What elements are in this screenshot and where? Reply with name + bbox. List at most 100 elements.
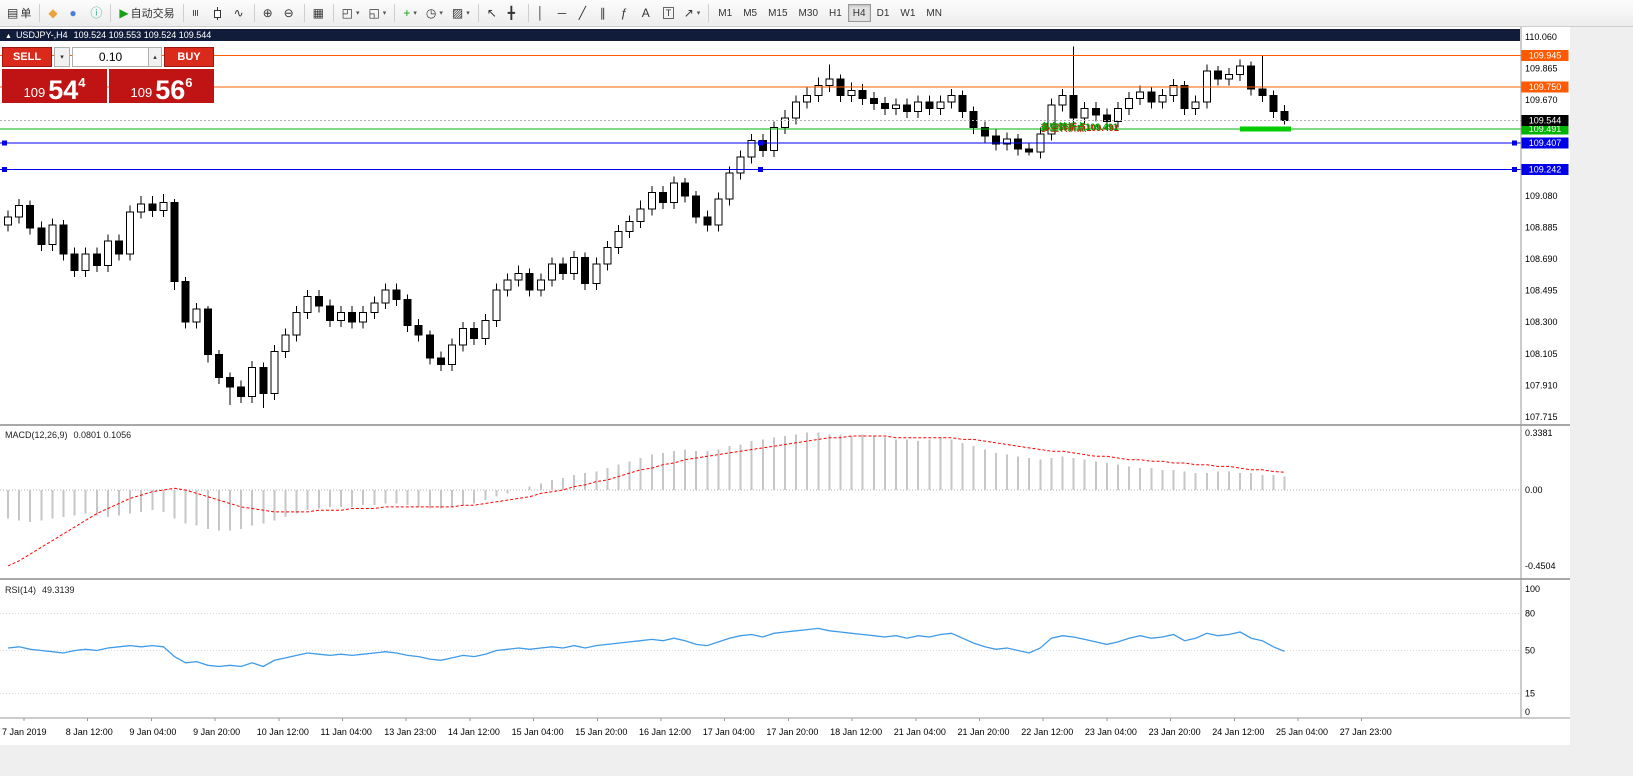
macd-indicator: 0.3381 0.00 -0.4504 (0, 428, 1556, 571)
market-watch-button[interactable]: ● (65, 3, 85, 24)
horizontal-line-button[interactable]: ─ (554, 3, 574, 24)
sell-button[interactable]: SELL (2, 47, 52, 67)
timeframe-h4[interactable]: H4 (847, 4, 871, 22)
auto-trading-icon: ▶ (119, 6, 129, 20)
chart-candles-button[interactable] (209, 3, 229, 24)
metaeditor-button[interactable]: ◆ (44, 3, 64, 24)
chart-title: ▲ USDJPY-,H4 109.524 109.553 109.524 109.5… (5, 30, 211, 40)
line-handle[interactable] (758, 140, 763, 146)
buy-button[interactable]: BUY (164, 47, 214, 67)
trendline-button[interactable]: ╱ (575, 3, 595, 24)
time-axis[interactable]: 7 Jan 2019 8 Jan 12:00 9 Jan 04:00 9 Jan 20… (2, 718, 1392, 737)
price-tag[interactable] (1521, 164, 1569, 176)
price-tag[interactable] (1521, 137, 1569, 149)
line-handle[interactable] (2, 140, 7, 146)
text-label-button[interactable]: T (659, 3, 679, 24)
pivot-annotation[interactable]: 多空转折点109.491 (1040, 121, 1118, 132)
price-axis-label: 107.910 (1525, 380, 1558, 390)
vertical-line-button[interactable]: │ (533, 3, 553, 24)
sell-price-display[interactable]: 109 54 4 (2, 69, 107, 103)
chart-line-button[interactable]: ∿ (230, 3, 250, 24)
volume-stepper-up[interactable]: ▴ (148, 48, 161, 66)
auto-trading-label: 自动交易 (130, 8, 175, 20)
candle (747, 134, 756, 164)
crosshair-button[interactable]: ╋ (504, 3, 524, 24)
pivot-line-segment[interactable] (1240, 126, 1292, 132)
candle (1025, 142, 1034, 156)
auto-trading-button[interactable]: ▶ 自动交易 (115, 3, 178, 24)
price-tag[interactable] (1521, 123, 1569, 135)
time-axis-label: 14 Jan 12:00 (448, 727, 500, 737)
order-type-dropdown[interactable]: ▾ (54, 47, 70, 67)
volume-input[interactable] (73, 48, 148, 66)
chart-bars-button[interactable]: ≡ (188, 3, 208, 24)
chart-title-bar[interactable] (0, 29, 1520, 41)
tile-windows-button[interactable]: ▦ (309, 3, 329, 24)
equidistant-channel-button[interactable]: ∥ (596, 3, 616, 24)
arrows-button[interactable]: ↗ ▾ (680, 3, 705, 24)
indicators-button[interactable]: + ▾ (399, 3, 421, 24)
zoom-out-button[interactable]: ⊖ (280, 3, 300, 24)
price-tag[interactable] (1521, 50, 1569, 62)
time-axis-label: 16 Jan 12:00 (639, 727, 691, 737)
price-tag-label: 109.945 (1529, 51, 1562, 61)
price-tag[interactable] (1521, 81, 1569, 93)
time-axis-label: 11 Jan 04:00 (321, 727, 372, 737)
price-axis[interactable]: 110.060 109.865 109.670 109.080 108.885 108.6… (1521, 32, 1569, 422)
timeframe-m1[interactable]: M1 (713, 4, 737, 22)
candle (547, 257, 556, 287)
buy-price-display[interactable]: 109 56 6 (109, 69, 214, 103)
line-handle[interactable] (758, 167, 763, 173)
candle (281, 328, 290, 358)
chevron-down-icon: ▾ (696, 10, 701, 17)
chart-title-symbol: USDJPY-,H4 (16, 30, 68, 40)
toolbar-separator (182, 4, 184, 22)
periods-button[interactable]: ◷ ▾ (422, 3, 447, 24)
candle (581, 252, 590, 290)
candle (381, 283, 390, 310)
candle (425, 330, 434, 365)
cursor-button[interactable]: ↖ (483, 3, 503, 24)
candle (559, 257, 567, 281)
price-axis-label: 108.300 (1525, 317, 1558, 327)
zoom-in-button[interactable]: ⊕ (259, 3, 279, 24)
time-axis-label: 27 Jan 23:00 (1340, 727, 1392, 737)
timeframe-mn[interactable]: MN (921, 4, 947, 22)
fibonacci-button[interactable]: ƒ (617, 3, 637, 24)
horizontal-line-objects[interactable] (0, 55, 1521, 173)
rsi-axis-label: 100 (1525, 584, 1540, 594)
new-chart-button[interactable]: ◰ ▾ (338, 3, 364, 24)
macd-splitter[interactable] (0, 424, 1570, 426)
timeframe-m15[interactable]: M15 (763, 4, 792, 22)
timeframe-m5[interactable]: M5 (738, 4, 762, 22)
data-window-button[interactable]: ⓘ (86, 3, 106, 24)
timeframe-h1[interactable]: H1 (824, 4, 847, 22)
line-handle[interactable] (1512, 140, 1517, 146)
text-button[interactable]: A (638, 3, 658, 24)
templates-button[interactable]: ▨ ▾ (448, 3, 474, 24)
candle (414, 318, 423, 342)
price-tag[interactable] (1521, 115, 1569, 127)
candle (670, 176, 678, 209)
time-axis-label: 9 Jan 20:00 (193, 727, 240, 737)
buy-price-frac: 6 (185, 75, 193, 90)
timeframe-d1[interactable]: D1 (872, 4, 895, 22)
timeframe-m30[interactable]: M30 (794, 4, 823, 22)
candle (26, 200, 35, 235)
buy-price-pips: 56 (155, 74, 186, 105)
timeframe-w1[interactable]: W1 (895, 4, 920, 22)
line-handle[interactable] (1512, 167, 1517, 173)
profiles-button[interactable]: ◱ ▾ (364, 3, 390, 24)
line-handle[interactable] (2, 167, 7, 173)
price-tag-label: 109.750 (1529, 82, 1562, 92)
sell-price-pips: 54 (48, 74, 79, 105)
macd-label: MACD(12,26,9) 0.0801 0.1056 (5, 430, 131, 440)
candle (303, 289, 312, 319)
chart-canvas[interactable]: 0.3381 0.00 -0.4504 100 80 50 15 0 110.060 109.… (0, 27, 1633, 776)
candle (1125, 92, 1134, 115)
new-order-button[interactable]: ▤ 单 (3, 3, 35, 24)
rsi-splitter[interactable] (0, 578, 1570, 580)
time-axis-label: 23 Jan 04:00 (1085, 727, 1137, 737)
candle (137, 195, 146, 219)
candle (181, 276, 190, 329)
